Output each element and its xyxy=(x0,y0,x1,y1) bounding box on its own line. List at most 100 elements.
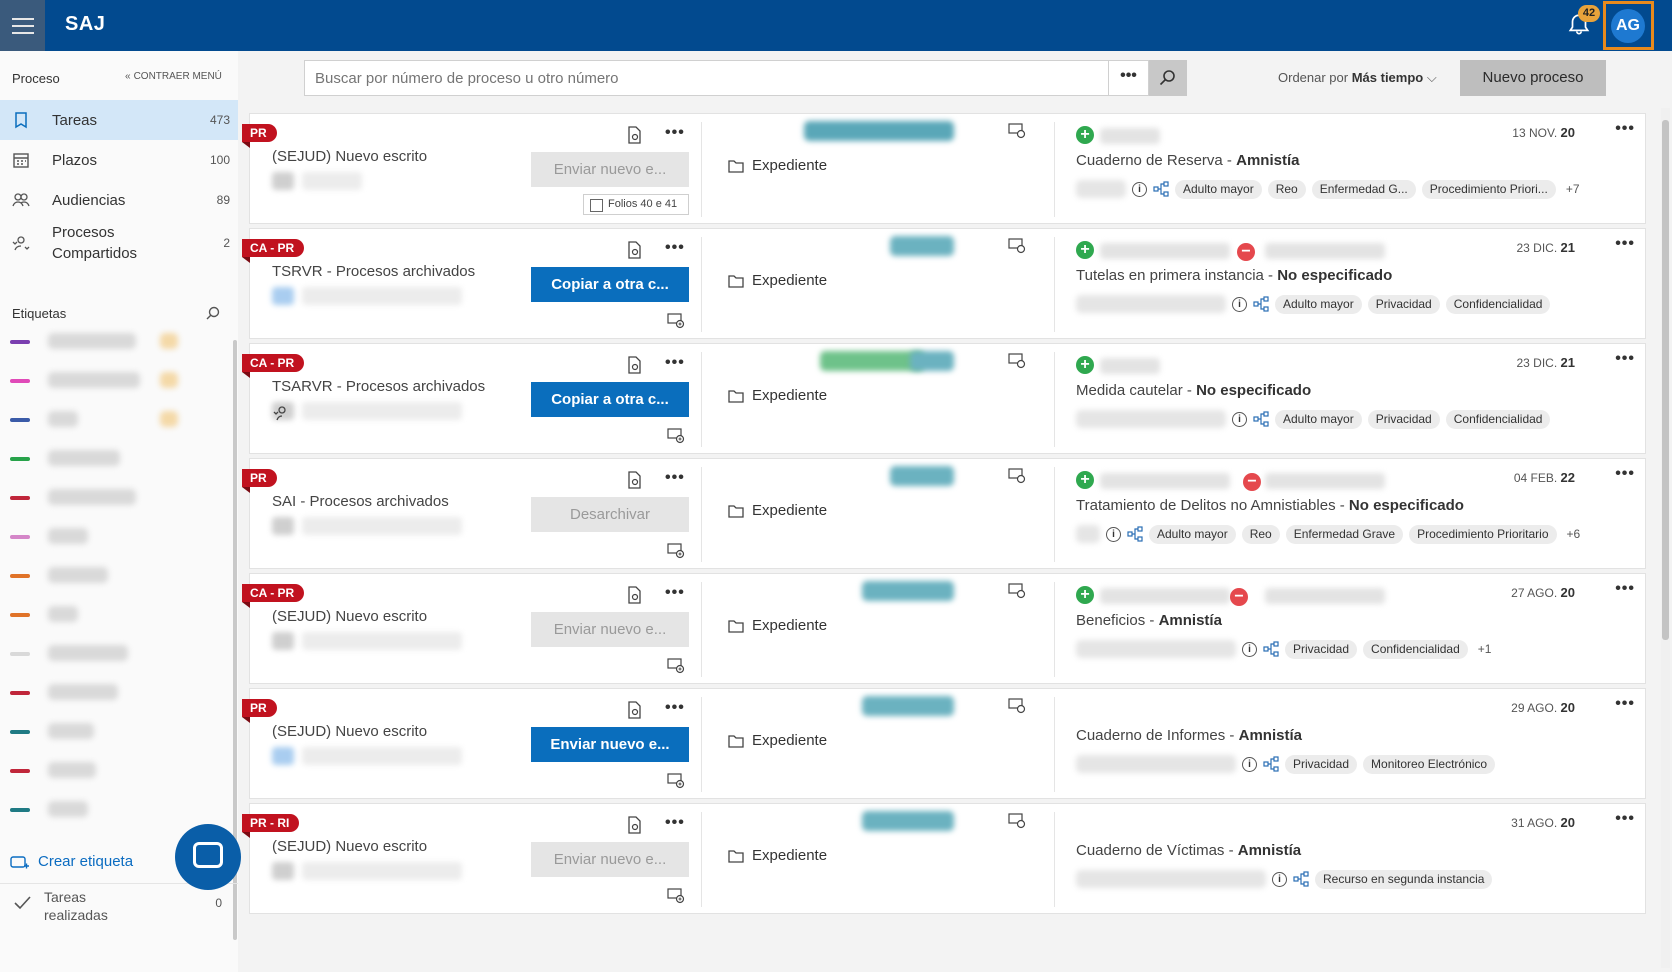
create-label-button[interactable]: Crear etiqueta xyxy=(10,853,133,870)
tag-chip[interactable]: Reo xyxy=(1241,524,1280,544)
more-tags-count[interactable]: +7 xyxy=(1565,182,1580,196)
card-more-button[interactable]: ••• xyxy=(1615,580,1635,597)
task-more-button[interactable]: ••• xyxy=(665,124,685,141)
search-button[interactable] xyxy=(1149,60,1187,96)
document-icon[interactable] xyxy=(626,586,642,604)
task-more-button[interactable]: ••• xyxy=(665,354,685,371)
plus-icon[interactable]: + xyxy=(1076,586,1094,604)
folios-badge[interactable]: Folios 40 e 41 xyxy=(583,194,689,215)
task-action-button[interactable]: Enviar nuevo e... xyxy=(531,727,689,762)
hierarchy-icon[interactable] xyxy=(1263,756,1279,772)
sidebar-scrollbar[interactable] xyxy=(233,340,237,940)
process-card[interactable]: PR SAI - Procesos archivados ••• Desarchiv… xyxy=(242,458,1646,569)
monitor-add-icon[interactable] xyxy=(667,773,685,789)
task-action-button[interactable]: Enviar nuevo e... xyxy=(531,842,689,877)
tag-chip[interactable]: Privacidad xyxy=(1367,409,1440,429)
expediente-link[interactable]: Expediente xyxy=(728,157,827,174)
plus-icon[interactable]: + xyxy=(1076,126,1094,144)
info-icon[interactable]: i xyxy=(1242,756,1257,772)
sidebar-item-tareas[interactable]: Tareas 473 xyxy=(0,100,238,140)
card-more-button[interactable]: ••• xyxy=(1615,465,1635,482)
more-tags-count[interactable]: +6 xyxy=(1566,527,1581,541)
hierarchy-icon[interactable] xyxy=(1263,641,1279,657)
label-item[interactable] xyxy=(0,399,232,439)
search-options-button[interactable]: ••• xyxy=(1108,61,1148,95)
new-process-button[interactable]: Nuevo proceso xyxy=(1460,60,1606,96)
tag-chip[interactable]: Confidencialidad xyxy=(1445,294,1551,314)
info-icon[interactable]: i xyxy=(1232,411,1247,427)
card-more-button[interactable]: ••• xyxy=(1615,235,1635,252)
tag-chip[interactable]: Adulto mayor xyxy=(1175,179,1262,199)
document-icon[interactable] xyxy=(626,241,642,259)
expediente-link[interactable]: Expediente xyxy=(728,387,827,404)
tag-chip[interactable]: Reo xyxy=(1267,179,1306,199)
task-action-button[interactable]: Enviar nuevo e... xyxy=(531,612,689,647)
monitor-icon[interactable] xyxy=(1008,813,1026,829)
minus-icon[interactable]: − xyxy=(1237,243,1255,261)
task-action-button[interactable]: Copiar a otra c... xyxy=(531,267,689,302)
tag-chip[interactable]: Adulto mayor xyxy=(1275,409,1362,429)
minus-icon[interactable]: − xyxy=(1230,588,1248,606)
card-more-button[interactable]: ••• xyxy=(1615,120,1635,137)
tag-chip[interactable]: Adulto mayor xyxy=(1275,294,1362,314)
monitor-icon[interactable] xyxy=(1008,468,1026,484)
expediente-link[interactable]: Expediente xyxy=(728,617,827,634)
task-more-button[interactable]: ••• xyxy=(665,699,685,716)
process-card[interactable]: CA - PR TSARVR - Procesos archivados ••• C… xyxy=(242,343,1646,454)
tag-chip[interactable]: Privacidad xyxy=(1285,639,1358,659)
tag-chip[interactable]: Adulto mayor xyxy=(1149,524,1236,544)
process-card[interactable]: PR - RI (SEJUD) Nuevo escrito ••• Enviar n… xyxy=(242,803,1646,914)
process-card[interactable]: CA - PR (SEJUD) Nuevo escrito ••• Enviar n… xyxy=(242,573,1646,684)
chat-button[interactable] xyxy=(175,824,241,890)
expediente-link[interactable]: Expediente xyxy=(728,847,827,864)
monitor-add-icon[interactable] xyxy=(667,543,685,559)
monitor-add-icon[interactable] xyxy=(667,313,685,329)
main-scrollbar[interactable] xyxy=(1661,108,1670,968)
scrollbar-thumb[interactable] xyxy=(1662,120,1669,640)
tag-chip[interactable]: Procedimiento Prioritario xyxy=(1409,524,1557,544)
label-item[interactable] xyxy=(0,633,232,673)
hierarchy-icon[interactable] xyxy=(1293,871,1309,887)
completed-tasks-item[interactable]: Tareas realizadas 0 xyxy=(0,883,238,923)
collapse-menu-button[interactable]: « CONTRAER MENÚ xyxy=(125,71,222,82)
task-action-button[interactable]: Copiar a otra c... xyxy=(531,382,689,417)
hierarchy-icon[interactable] xyxy=(1127,526,1143,542)
task-more-button[interactable]: ••• xyxy=(665,584,685,601)
task-more-button[interactable]: ••• xyxy=(665,239,685,256)
sidebar-item-audiencias[interactable]: Audiencias 89 xyxy=(0,180,238,220)
expediente-link[interactable]: Expediente xyxy=(728,732,827,749)
document-icon[interactable] xyxy=(626,701,642,719)
task-more-button[interactable]: ••• xyxy=(665,469,685,486)
card-more-button[interactable]: ••• xyxy=(1615,810,1635,827)
monitor-add-icon[interactable] xyxy=(667,888,685,904)
search-input[interactable] xyxy=(305,69,1105,87)
tag-chip[interactable]: Privacidad xyxy=(1367,294,1440,314)
monitor-icon[interactable] xyxy=(1008,238,1026,254)
process-card[interactable]: PR (SEJUD) Nuevo escrito ••• Enviar nuevo … xyxy=(242,113,1646,224)
plus-icon[interactable]: + xyxy=(1076,356,1094,374)
monitor-add-icon[interactable] xyxy=(667,658,685,674)
menu-icon[interactable] xyxy=(0,0,45,51)
tag-chip[interactable]: Enfermedad Grave xyxy=(1285,524,1404,544)
search-icon[interactable] xyxy=(205,305,221,321)
label-item[interactable] xyxy=(0,516,232,556)
hierarchy-icon[interactable] xyxy=(1153,181,1169,197)
label-item[interactable] xyxy=(0,477,232,517)
sort-dropdown[interactable]: Ordenar por Más tiempo ⌵ xyxy=(1278,70,1437,86)
card-more-button[interactable]: ••• xyxy=(1615,695,1635,712)
document-icon[interactable] xyxy=(626,471,642,489)
more-tags-count[interactable]: +1 xyxy=(1477,642,1492,656)
document-icon[interactable] xyxy=(626,816,642,834)
task-more-button[interactable]: ••• xyxy=(665,814,685,831)
tag-chip[interactable]: Monitoreo Electrónico xyxy=(1363,754,1496,774)
minus-icon[interactable]: − xyxy=(1243,473,1261,491)
avatar-button[interactable]: AG xyxy=(1603,1,1654,50)
sidebar-item-procesos-compartidos[interactable]: Procesos Compartidos 2 xyxy=(0,220,238,266)
tag-chip[interactable]: Recurso en segunda instancia xyxy=(1315,869,1493,889)
task-action-button[interactable]: Desarchivar xyxy=(531,497,689,532)
monitor-icon[interactable] xyxy=(1008,698,1026,714)
expediente-link[interactable]: Expediente xyxy=(728,272,827,289)
tag-chip[interactable]: Confidencialidad xyxy=(1445,409,1551,429)
label-item[interactable] xyxy=(0,360,232,400)
label-item[interactable] xyxy=(0,594,232,634)
